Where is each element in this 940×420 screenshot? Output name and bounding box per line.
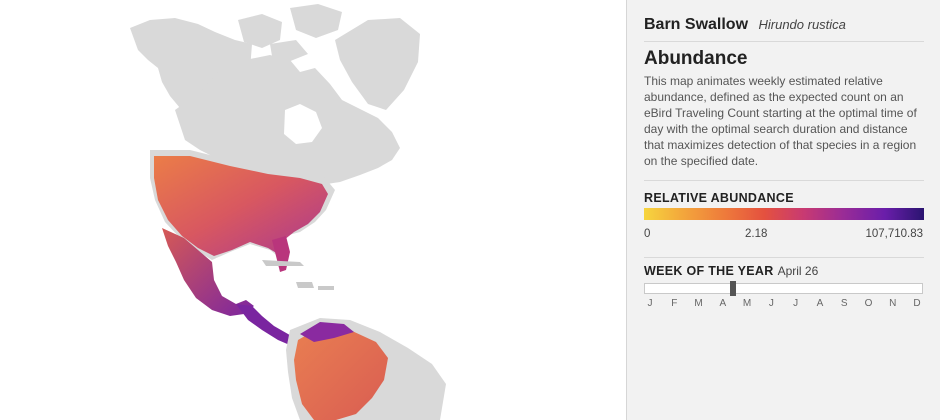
species-title: Barn Swallow Hirundo rustica [644,16,924,34]
divider [644,180,924,181]
usa-abundance [154,156,328,256]
florida-land [272,236,290,272]
venezuela-abundance [300,322,354,342]
month-label: A [719,298,727,309]
mexico-abundance [162,228,254,316]
south-america-abundance [294,326,388,420]
month-label: F [671,298,678,309]
month-label: O [864,298,873,309]
month-label: A [816,298,824,309]
legend-mid-value: 2.18 [745,228,768,240]
central-america-abundance [236,304,298,346]
month-label: M [742,298,752,309]
week-label-row: WEEK OF THE YEAR April 26 [644,264,818,278]
legend-min-value: 0 [644,228,651,240]
month-label: J [768,298,774,309]
info-panel: Barn Swallow Hirundo rustica Abundance T… [626,0,940,420]
section-description: This map animates weekly estimated relat… [644,74,917,168]
divider [644,257,924,258]
greenland-land [335,18,420,110]
week-label: WEEK OF THE YEAR [644,264,774,278]
caribbean-islands [262,260,334,290]
week-slider-handle[interactable] [730,281,737,296]
section-heading: Abundance [644,48,748,69]
month-label: M [694,298,703,309]
week-date: April 26 [777,264,819,278]
abundance-color-scale [644,208,924,220]
legend-max-value: 107,710.83 [865,228,923,240]
week-slider-track[interactable] [644,283,923,294]
month-label: D [913,298,921,309]
map-canvas [130,4,446,420]
month-label: J [647,298,653,309]
legend-label: RELATIVE ABUNDANCE [644,191,794,205]
divider [644,41,924,42]
gulf-of-mexico-water [216,252,270,288]
abundance-map[interactable] [0,0,626,420]
species-scientific-name: Hirundo rustica [758,17,846,32]
month-label: S [840,298,848,309]
month-label: J [793,298,799,309]
month-label: N [889,298,897,309]
species-common-name: Barn Swallow [644,16,749,33]
arctic-islands-land [238,4,342,62]
hudson-bay-water [284,104,322,144]
